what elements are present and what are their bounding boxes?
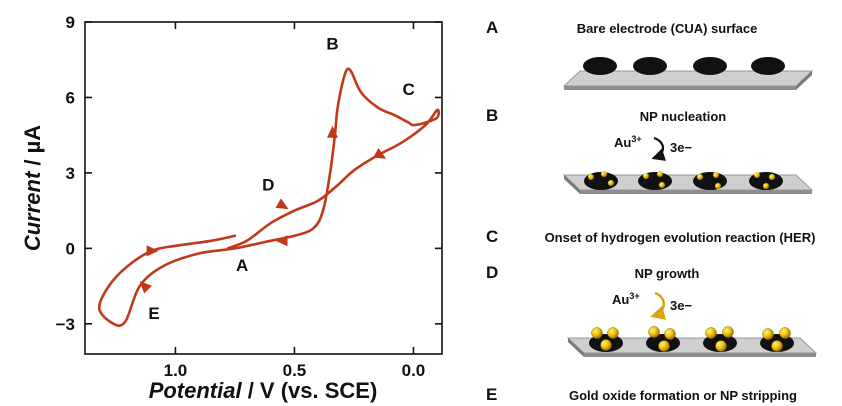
panel-e-title: Gold oxide formation or NP stripping [569,388,797,403]
cyclic-voltammogram-chart: 1.0 0.5 0.0 9 6 3 0 −3 A B C D E Current / µA Poten… [20,13,443,403]
x-tick-label: 0.5 [283,361,307,380]
panel-d-title: NP growth [635,266,700,281]
nucleation-particles [588,171,775,189]
panel-c-letter: C [486,227,498,246]
direction-arrowhead [146,245,159,257]
plot-frame [84,21,443,355]
point-label-e: E [148,304,159,323]
point-labels: A B C D E [148,35,414,323]
direction-arrowhead [373,148,387,159]
panel-b-electrode [562,171,814,194]
y-axis-title: Current / µA [20,125,45,251]
y-tick-label: 6 [66,88,75,107]
panel-b-reduction-arrow [651,136,667,161]
tick-labels: 1.0 0.5 0.0 9 6 3 0 −3 [56,13,426,380]
point-label-b: B [326,35,338,54]
panel-a-electrode [562,57,814,90]
electrode-pore [693,57,727,75]
direction-arrows [139,125,387,294]
electrode-pore [633,57,667,75]
x-tick-label: 0.0 [402,361,426,380]
direction-arrowhead [327,125,338,138]
point-label-d: D [262,176,274,195]
panel-b-letter: B [486,106,498,125]
electrode-pore [638,172,672,190]
schematic-panels: A Bare electrode (CUA) surface B NP nucl… [486,18,818,404]
panel-d-au-ion: Au3+ [612,291,640,307]
y-tick-label: 3 [66,164,75,183]
panel-b-title: NP nucleation [640,109,727,124]
grown-particles [591,326,791,352]
point-label-c: C [403,80,415,99]
panel-d-electrode [566,326,818,357]
panel-a-title: Bare electrode (CUA) surface [577,21,758,36]
direction-arrowhead [275,235,288,247]
panel-d-letter: D [486,263,498,282]
panel-c-title: Onset of hydrogen evolution reaction (HE… [545,230,816,245]
y-tick-label: 9 [66,13,75,32]
panel-b-electrons: 3e− [670,140,692,155]
direction-arrowhead [275,198,289,210]
point-label-a: A [236,256,248,275]
direction-arrowhead [139,281,152,294]
electrode-pore [751,57,785,75]
electrode-pore [583,57,617,75]
panel-d-reduction-arrow [650,291,667,320]
y-tick-label: −3 [56,315,75,334]
x-tick-label: 1.0 [164,361,188,380]
y-tick-label: 0 [66,239,75,258]
axis-ticks [85,21,442,354]
panel-a-letter: A [486,18,498,37]
panel-e-letter: E [486,385,497,404]
x-axis-title: Potential / V (vs. SCE) [149,378,378,403]
panel-b-au-ion: Au3+ [614,134,642,150]
panel-d-electrons: 3e− [670,298,692,313]
